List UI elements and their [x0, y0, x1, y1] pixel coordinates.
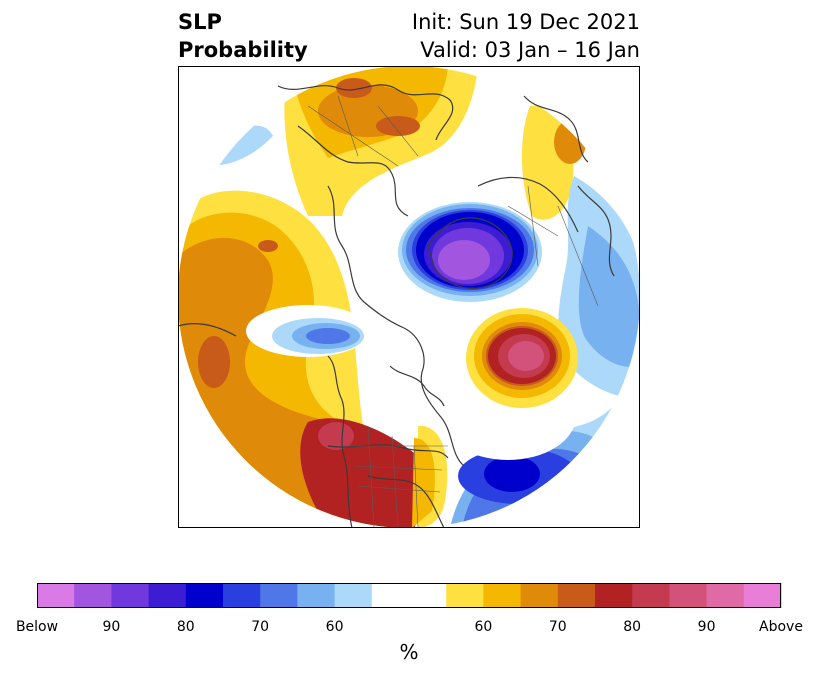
colorbar-tick-label: 70	[251, 619, 270, 635]
title-left: SLP Probability	[178, 8, 308, 64]
north-atlantic-above-90	[508, 341, 544, 371]
title-right: Init: Sun 19 Dec 2021 Valid: 03 Jan – 16…	[412, 8, 640, 64]
colorbar-cell	[185, 583, 224, 608]
alaska-below-70	[306, 328, 350, 344]
political-borders	[307, 95, 599, 528]
colorbar-cell	[557, 583, 596, 608]
colorbar-tick-label: 90	[697, 619, 716, 635]
map-border	[178, 66, 640, 528]
colorbar-cell	[632, 583, 670, 608]
colorbar-cell	[669, 583, 708, 608]
colorbar-tick-label: 60	[474, 619, 493, 635]
europe-above-75	[376, 116, 420, 136]
colorbar-unit: %	[399, 640, 419, 664]
coastlines	[178, 84, 615, 528]
west-us-above-85	[318, 422, 354, 450]
colorbar-tick-label: 90	[102, 619, 121, 635]
pacific-above-75	[198, 336, 230, 388]
init-date: Init: Sun 19 Dec 2021	[411, 10, 640, 34]
colorbar-cell	[446, 583, 484, 608]
east-us-above-65	[412, 438, 435, 528]
europe-above-75-b	[336, 78, 372, 98]
title-slp: SLP	[178, 10, 222, 34]
valid-range: Valid: 03 Jan – 16 Jan	[420, 38, 640, 62]
colorbar-cell	[148, 583, 187, 608]
colorbar-cell	[595, 583, 633, 608]
colorbar-cell	[483, 583, 522, 608]
eurasia-below-65	[578, 226, 640, 367]
colorbar-cell	[743, 583, 782, 608]
colorbar-cell	[706, 583, 745, 608]
arctic-below-95	[438, 240, 490, 280]
colorbar-cell	[74, 583, 112, 608]
atlantic-below-80	[484, 456, 540, 492]
colorbar-cell	[223, 583, 261, 608]
colorbar-cell	[260, 583, 298, 608]
colorbar-tick-label: 70	[548, 619, 567, 635]
colorbar	[37, 583, 782, 608]
title-probability: Probability	[178, 38, 308, 62]
colorbar-cell	[371, 583, 410, 608]
colorbar-tick-label: 60	[325, 619, 344, 635]
colorbar-frame	[37, 583, 781, 608]
colorbar-tick-label: Below	[15, 619, 59, 635]
colorbar-cell	[520, 583, 559, 608]
colorbar-cell	[111, 583, 150, 608]
colorbar-tick-label: 80	[623, 619, 642, 635]
colorbar-tick-label: 80	[176, 619, 195, 635]
colorbar-cell	[37, 583, 75, 608]
probability-map	[178, 66, 640, 528]
colorbar-cell	[409, 583, 447, 608]
colorbar-cell	[334, 583, 373, 608]
pacific-above-75-b	[258, 240, 278, 252]
colorbar-cell	[297, 583, 336, 608]
colorbar-tick-label: Above	[759, 619, 803, 635]
